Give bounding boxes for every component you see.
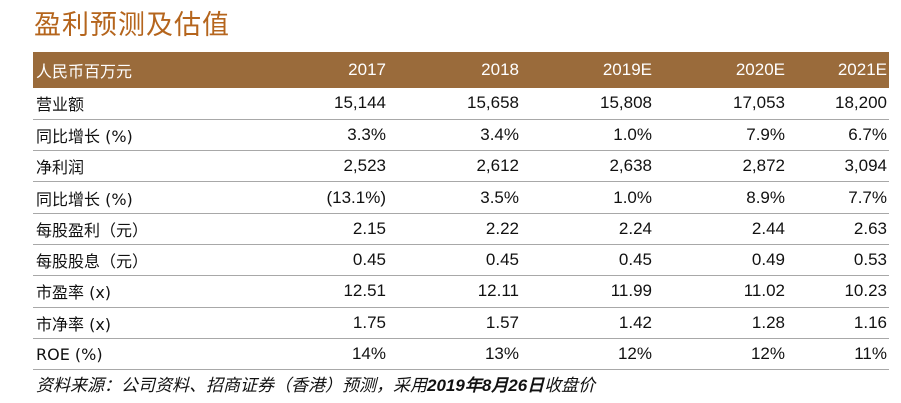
table-row: 每股盈利（元） 2.15 2.22 2.24 2.44 2.63 bbox=[33, 213, 889, 245]
table-cell: 2.24 bbox=[618, 218, 652, 238]
table-cell: 12.11 bbox=[477, 281, 519, 301]
table-cell: 12% bbox=[617, 344, 652, 364]
header-year-2019e: 2019E bbox=[602, 60, 652, 79]
table-cell: 10.23 bbox=[844, 281, 887, 301]
source-note-suffix: 收盘价 bbox=[544, 376, 596, 395]
table-cell: 1.16 bbox=[853, 312, 887, 332]
table-cell: 11% bbox=[854, 344, 887, 364]
table-cell: 0.45 bbox=[352, 250, 386, 270]
source-note: 资料来源：公司资料、招商证券（香港）预测，采用2019年8月26日收盘价 bbox=[36, 371, 595, 396]
table-cell: 2.15 bbox=[352, 218, 386, 238]
table-cell: 12.51 bbox=[343, 281, 386, 301]
table-cell: 7.7% bbox=[848, 187, 887, 207]
table-cell: 14% bbox=[351, 344, 386, 364]
table-row: 市盈率 (x) 12.51 12.11 11.99 11.02 10.23 bbox=[33, 276, 889, 308]
table-cell: 12% bbox=[750, 344, 785, 364]
table-cell: 11.99 bbox=[610, 281, 652, 301]
table-cell: 3.4% bbox=[480, 124, 519, 144]
table-cell: 0.45 bbox=[618, 250, 652, 270]
row-label: 市净率 (x) bbox=[36, 314, 112, 334]
table-cell: 2.22 bbox=[485, 218, 519, 238]
table-cell: 2,523 bbox=[343, 156, 386, 176]
table-cell: 2.63 bbox=[853, 218, 887, 238]
table-cell: 1.75 bbox=[352, 312, 386, 332]
row-label: 同比增长 (%) bbox=[36, 126, 133, 146]
table-row: 净利润 2,523 2,612 2,638 2,872 3,094 bbox=[33, 151, 889, 182]
table-row: 同比增长 (%) 3.3% 3.4% 1.0% 7.9% 6.7% bbox=[33, 119, 889, 151]
table-row: 营业额 15,144 15,658 15,808 17,053 18,200 bbox=[33, 88, 889, 120]
header-year-2017: 2017 bbox=[348, 60, 386, 79]
row-label: 同比增长 (%) bbox=[36, 189, 133, 209]
table-cell: 0.53 bbox=[853, 250, 887, 270]
row-label: 净利润 bbox=[36, 158, 85, 178]
row-label: 每股盈利（元） bbox=[36, 220, 149, 240]
table-cell: 3.3% bbox=[347, 124, 386, 144]
table-cell: 0.49 bbox=[751, 250, 785, 270]
table-cell: 15,658 bbox=[467, 93, 519, 113]
table-cell: 1.42 bbox=[618, 312, 652, 332]
table-row: 同比增长 (%) (13.1%) 3.5% 1.0% 8.9% 7.7% bbox=[33, 182, 889, 214]
table-cell: 17,053 bbox=[733, 93, 785, 113]
table-cell: 8.9% bbox=[746, 187, 785, 207]
table-cell: 15,808 bbox=[600, 93, 652, 113]
table-cell: 1.28 bbox=[751, 312, 785, 332]
row-label: 营业额 bbox=[36, 95, 85, 115]
table-cell: 2.44 bbox=[751, 218, 785, 238]
table-cell: 11.02 bbox=[743, 281, 785, 301]
source-note-date: 2019年8月26日 bbox=[427, 376, 545, 395]
table-cell: 1.57 bbox=[485, 312, 519, 332]
forecast-table-container: 人民币百万元 2017 2018 2019E 2020E 2021E 营业额 1… bbox=[33, 52, 889, 370]
table-cell: 3,094 bbox=[844, 156, 887, 176]
table-row: 每股股息（元） 0.45 0.45 0.45 0.49 0.53 bbox=[33, 244, 889, 276]
row-label: ROE (%) bbox=[36, 344, 103, 364]
table-cell: 18,200 bbox=[835, 93, 887, 113]
table-header-row: 人民币百万元 2017 2018 2019E 2020E 2021E bbox=[33, 52, 889, 88]
table-cell: 13% bbox=[484, 344, 519, 364]
table-cell: 7.9% bbox=[746, 124, 785, 144]
table-cell: 6.7% bbox=[848, 124, 887, 144]
table-row: ROE (%) 14% 13% 12% 12% 11% bbox=[33, 338, 889, 370]
table-cell: 0.45 bbox=[485, 250, 519, 270]
table-cell: 2,612 bbox=[476, 156, 519, 176]
header-year-2020e: 2020E bbox=[735, 60, 785, 79]
row-label: 每股股息（元） bbox=[36, 252, 149, 272]
table-cell: 1.0% bbox=[613, 124, 652, 144]
header-year-2018: 2018 bbox=[481, 60, 519, 79]
header-unit-label: 人民币百万元 bbox=[36, 62, 133, 81]
table-row: 市净率 (x) 1.75 1.57 1.42 1.28 1.16 bbox=[33, 307, 889, 339]
forecast-valuation-table: 人民币百万元 2017 2018 2019E 2020E 2021E 营业额 1… bbox=[33, 52, 889, 370]
table-cell: (13.1%) bbox=[326, 187, 386, 207]
table-cell: 2,638 bbox=[609, 156, 652, 176]
header-year-2021e: 2021E bbox=[837, 60, 887, 79]
table-cell: 3.5% bbox=[480, 187, 519, 207]
page-title: 盈利预测及估值 bbox=[34, 10, 230, 41]
table-cell: 2,872 bbox=[742, 156, 785, 176]
source-note-prefix: 资料来源：公司资料、招商证券（香港）预测，采用 bbox=[36, 376, 427, 395]
table-cell: 1.0% bbox=[613, 187, 652, 207]
row-label: 市盈率 (x) bbox=[36, 283, 112, 303]
table-cell: 15,144 bbox=[334, 93, 386, 113]
